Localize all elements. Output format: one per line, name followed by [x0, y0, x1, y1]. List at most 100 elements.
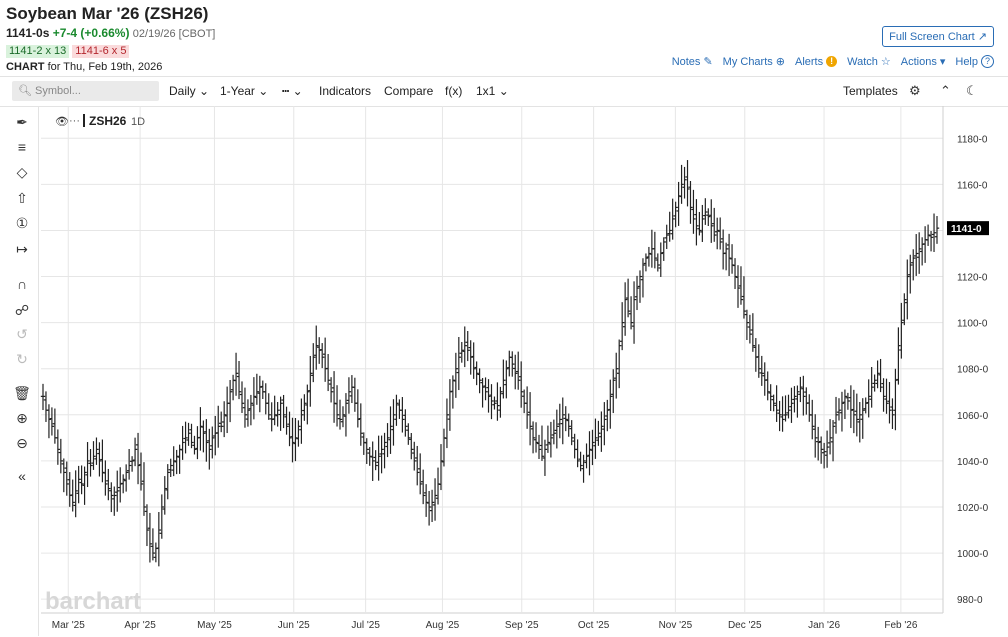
bid-badge: 1141-2 x 13	[6, 45, 70, 58]
ohlc-bar	[450, 375, 456, 409]
indicators-button[interactable]: Indicators	[319, 84, 372, 98]
external-link-icon: ↗	[977, 31, 987, 43]
ohlc-bar	[248, 394, 254, 426]
arrow-icon[interactable]: ⇧	[16, 190, 28, 206]
ohlc-bar	[916, 232, 922, 274]
x-axis: Mar '25 Apr '25 May '25 Jun '25 Jul '25 Aug '…	[52, 620, 918, 631]
undo-icon[interactable]: ↺	[16, 326, 28, 342]
ohlc-bar	[839, 391, 845, 432]
ohlc-bar	[679, 164, 684, 204]
ohlc-bar	[510, 351, 515, 377]
more-icon[interactable]: ···	[69, 115, 80, 127]
ohlc-bar	[934, 216, 940, 244]
x-tick-label: Aug '25	[426, 620, 460, 631]
ohlc-bar	[872, 374, 877, 392]
settings-icon[interactable]: ⚙	[909, 83, 921, 98]
ohlc-bar	[902, 293, 907, 326]
ohlc-bar	[827, 419, 833, 455]
quote-line: 1141-0s +7-4 (+0.66%) 02/19/26 [CBOT]	[6, 25, 215, 42]
ohlc-bar	[735, 265, 741, 308]
watch-link[interactable]: Watch ☆	[847, 55, 891, 69]
ohlc-bar	[655, 253, 661, 272]
ohlc-bar	[732, 258, 738, 290]
interval-dropdown[interactable]: Daily ⌄	[169, 84, 209, 98]
ohlc-bar	[771, 394, 776, 412]
ohlc-bar	[388, 406, 393, 454]
ohlc-bar	[720, 229, 726, 270]
shape-icon[interactable]: ◇	[16, 164, 28, 180]
ohlc-bar	[272, 395, 277, 426]
compare-button[interactable]: Compare	[384, 84, 434, 98]
collapse-icon[interactable]: «	[18, 468, 26, 484]
ohlc-bar	[536, 434, 542, 460]
eye-icon[interactable]: 👁︎	[55, 115, 69, 128]
actions-menu[interactable]: Actions ▾	[901, 55, 946, 69]
ohlc-bar	[590, 429, 595, 466]
notes-link[interactable]: Notes ✎	[672, 55, 713, 69]
zoom-in-icon[interactable]: ⊕	[16, 410, 28, 426]
ohlc-bars	[40, 160, 940, 567]
ohlc-bar	[530, 421, 536, 454]
ohlc-bar	[747, 314, 753, 344]
ohlc-bar	[527, 392, 533, 446]
templates-button[interactable]: Templates	[843, 84, 898, 98]
chevron-up-icon[interactable]: ⌃	[940, 83, 951, 98]
ohlc-bar	[435, 467, 441, 505]
ohlc-bar	[928, 231, 934, 252]
ohlc-bar	[429, 489, 435, 522]
plus-circle-icon: ⊕	[775, 56, 785, 68]
ohlc-bar	[382, 432, 387, 469]
help-icon: ?	[981, 55, 994, 68]
moon-icon[interactable]: ☾	[966, 83, 978, 98]
fib-icon[interactable]: ≡	[17, 139, 27, 155]
ohlc-bar	[765, 371, 770, 401]
ohlc-bar	[471, 342, 476, 379]
ohlc-bar	[236, 360, 242, 400]
magnet-icon[interactable]: ∩	[16, 276, 28, 292]
measure-icon[interactable]: ↦	[16, 241, 28, 257]
legend-symbol: ZSH26	[89, 114, 127, 128]
ohlc-bar	[836, 398, 842, 421]
ohlc-bar	[317, 337, 322, 364]
price-chart[interactable]: 980-0 1000-0 1020-0 1040-0 1060-0 1080-0 1100-…	[38, 106, 1008, 636]
full-screen-chart-button[interactable]: Full Screen Chart ↗	[882, 26, 994, 47]
symbol-search-input[interactable]: 🔍︎ Symbol...	[12, 81, 159, 101]
ohlc-bar	[263, 383, 268, 415]
number-icon[interactable]: ①	[15, 215, 29, 231]
ohlc-bar	[153, 542, 159, 563]
ohlc-bar	[507, 350, 512, 377]
ohlc-bar	[688, 180, 693, 224]
alerts-link[interactable]: Alerts!	[795, 55, 838, 68]
pen-icon[interactable]: ✒	[16, 114, 28, 130]
ohlc-bar	[881, 378, 886, 412]
ohlc-bar	[79, 465, 84, 495]
ohlc-bar	[863, 397, 868, 414]
ohlc-bar	[860, 398, 865, 439]
ohlc-bar	[504, 360, 509, 399]
ohlc-bar	[219, 411, 224, 433]
ohlc-bar	[73, 470, 78, 518]
ohlc-bar	[120, 474, 126, 494]
ohlc-bar	[628, 296, 634, 330]
ohlc-bar	[501, 359, 506, 399]
y-tick-label: 1080-0	[957, 365, 989, 376]
ohlc-bar	[230, 374, 236, 401]
zoom-out-icon[interactable]: ⊖	[16, 435, 28, 451]
lock-icon[interactable]: ☍	[14, 302, 30, 318]
fx-button[interactable]: f(x)	[445, 84, 463, 98]
y-axis: 980-0 1000-0 1020-0 1040-0 1060-0 1080-0 1100-…	[957, 134, 989, 606]
layout-dropdown[interactable]: 1x1 ⌄	[476, 84, 509, 98]
ohlc-bar	[783, 395, 788, 422]
ohlc-bar	[308, 355, 313, 407]
chart-type-dropdown[interactable]: ┅ ⌄	[282, 84, 303, 98]
alerts-label: Alerts	[795, 55, 824, 68]
y-tick-label: 1160-0	[957, 180, 988, 191]
trash-icon[interactable]: 🗑︎	[13, 385, 31, 401]
help-link[interactable]: Help?	[955, 55, 994, 68]
ohlc-bar	[349, 375, 355, 404]
ohlc-bar	[135, 432, 141, 485]
redo-icon[interactable]: ↻	[16, 351, 28, 367]
ohlc-bar	[456, 337, 462, 391]
my-charts-link[interactable]: My Charts ⊕	[723, 55, 785, 69]
range-dropdown[interactable]: 1-Year ⌄	[220, 84, 268, 98]
